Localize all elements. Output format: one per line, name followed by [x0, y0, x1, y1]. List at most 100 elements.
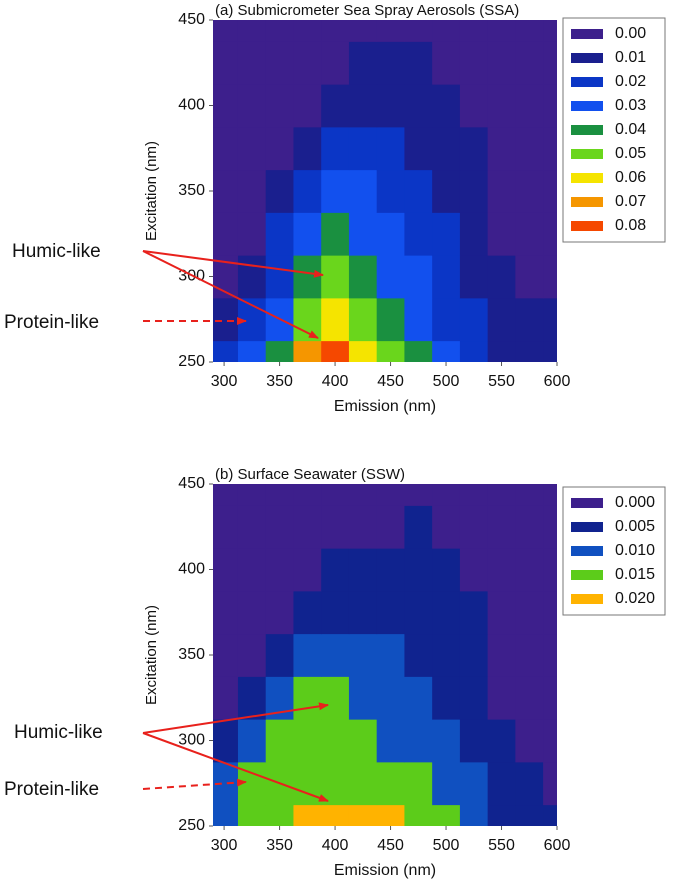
- contour-cell: [213, 126, 239, 171]
- contour-cell: [543, 340, 557, 362]
- contour-cell: [348, 548, 378, 592]
- contour-cell: [293, 126, 322, 171]
- legend-label: 0.00: [615, 25, 646, 42]
- contour-cell: [459, 548, 489, 592]
- contour-cell: [404, 633, 433, 677]
- contour-cell: [213, 212, 239, 256]
- contour-cell: [213, 505, 239, 549]
- legend-swatch: [571, 173, 603, 183]
- y-tick-label: 450: [178, 475, 205, 492]
- contour-cell: [404, 505, 433, 549]
- contour-cell: [404, 484, 433, 506]
- contour-cell: [213, 84, 239, 128]
- contour-cell: [459, 41, 489, 85]
- contour-cell: [432, 761, 461, 806]
- contour-cell: [543, 804, 557, 826]
- contour-cell: [293, 761, 322, 806]
- x-axis-title: Emission (nm): [334, 398, 436, 415]
- contour-cell: [515, 340, 544, 362]
- legend-label: 0.01: [615, 49, 646, 66]
- contour-cell: [515, 719, 544, 763]
- contour-cell: [432, 84, 461, 128]
- contour-cell: [213, 719, 239, 763]
- y-tick-label: 450: [178, 11, 205, 28]
- y-tick-label: 250: [178, 353, 205, 370]
- contour-cell: [348, 761, 378, 806]
- y-tick-label: 400: [178, 561, 205, 578]
- contour-cell: [376, 169, 405, 213]
- contour-cell: [321, 548, 350, 592]
- contour-cell: [321, 340, 350, 362]
- contour-cell: [237, 212, 267, 256]
- contour-cell: [321, 484, 350, 506]
- contour-cell: [213, 20, 239, 42]
- contour-cell: [376, 84, 405, 128]
- x-tick-label: 500: [433, 373, 460, 390]
- contour-cell: [348, 169, 378, 213]
- contour-cell: [487, 340, 516, 362]
- contour-cell: [515, 761, 544, 806]
- contour-cell: [543, 84, 557, 128]
- contour-cell: [237, 761, 267, 806]
- contour-cell: [265, 126, 294, 171]
- contour-cell: [487, 505, 516, 549]
- contour-cell: [213, 633, 239, 677]
- arrow: [142, 250, 319, 339]
- legend-label: 0.08: [615, 217, 646, 234]
- legend-label: 0.015: [615, 566, 655, 583]
- contour-cell: [432, 676, 461, 720]
- contour-cell: [237, 804, 267, 826]
- y-tick-label: 400: [178, 97, 205, 114]
- contour-cell: [348, 20, 378, 42]
- contour-cell: [432, 804, 461, 826]
- contour-cell: [432, 41, 461, 85]
- contour-cell: [293, 84, 322, 128]
- x-tick-label: 450: [377, 373, 404, 390]
- contour-cell: [432, 126, 461, 171]
- x-tick-label: 350: [266, 837, 293, 854]
- contour-cell: [237, 676, 267, 720]
- contour-cell: [213, 804, 239, 826]
- contour-cell: [487, 126, 516, 171]
- contour-cell: [376, 505, 405, 549]
- panel-a: (a) Submicrometer Sea Spray Aerosols (SS…: [143, 2, 666, 415]
- y-axis-title: Excitation (nm): [143, 605, 160, 705]
- panel-b: (b) Surface Seawater (SSW) 300 350 400 450 50…: [143, 466, 666, 879]
- contour-cell: [237, 590, 267, 635]
- contour-cell: [404, 20, 433, 42]
- contour-cell: [404, 804, 433, 826]
- contour-cell: [404, 41, 433, 85]
- contour-cell: [459, 126, 489, 171]
- contour-cell: [487, 548, 516, 592]
- contour-cell: [487, 804, 516, 826]
- contour-cell: [515, 505, 544, 549]
- contour-cell: [348, 41, 378, 85]
- y-axis-title: Excitation (nm): [143, 141, 160, 241]
- legend-label: 0.04: [615, 121, 646, 138]
- contour-cell: [487, 590, 516, 635]
- contour-cell: [348, 676, 378, 720]
- contour-cell: [348, 340, 378, 362]
- contour-cell: [321, 505, 350, 549]
- y-tick-label: 300: [178, 732, 205, 749]
- contour-cell: [348, 804, 378, 826]
- contour-cell: [293, 548, 322, 592]
- contour-cell: [487, 255, 516, 299]
- contour-cell: [487, 484, 516, 506]
- y-tick-label: 250: [178, 817, 205, 834]
- contour-cell: [432, 169, 461, 213]
- contour-cell: [459, 484, 489, 506]
- contour-cell: [404, 340, 433, 362]
- arrow: [142, 732, 329, 802]
- contour-cell: [348, 84, 378, 128]
- legend-swatch: [571, 522, 603, 532]
- contour-cell: [432, 212, 461, 256]
- contour-cell: [515, 84, 544, 128]
- legend-swatch: [571, 29, 603, 39]
- contour-cell: [515, 676, 544, 720]
- legend-swatch: [571, 53, 603, 63]
- contour-cell: [432, 484, 461, 506]
- contour-cell: [265, 84, 294, 128]
- contour-cell: [237, 484, 267, 506]
- legend-swatch: [571, 221, 603, 231]
